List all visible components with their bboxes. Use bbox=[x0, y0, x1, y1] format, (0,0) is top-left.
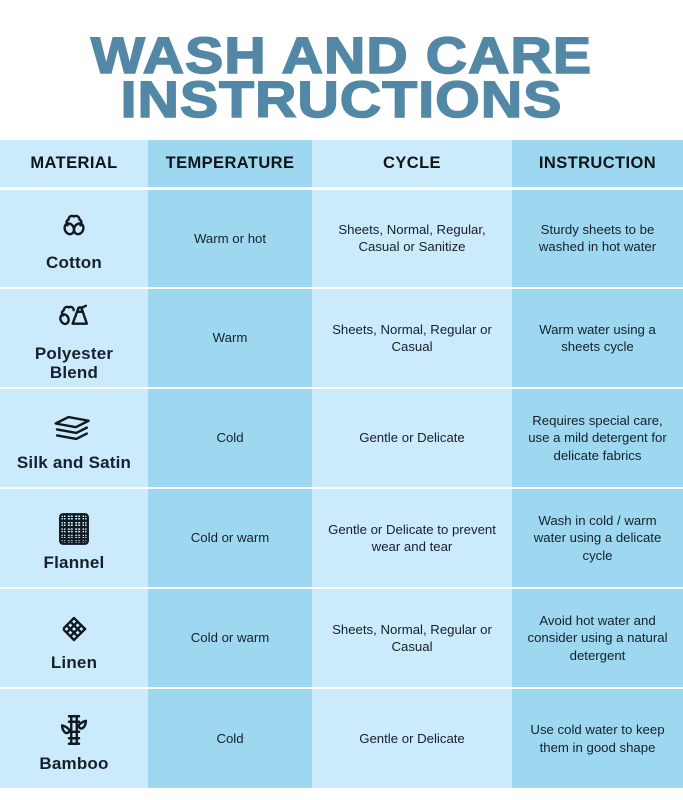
table-row: Silk and Satin Cold Gentle or Delicate R… bbox=[0, 387, 683, 488]
folded-fabric-stack-icon bbox=[54, 416, 90, 441]
cycle-cell: Gentle or Delicate to prevent wear and t… bbox=[312, 487, 512, 588]
material-name: Linen bbox=[50, 653, 98, 673]
material-cell-flannel: Flannel bbox=[0, 487, 148, 588]
bamboo-stalk-icon bbox=[60, 714, 88, 745]
instruction-cell: Avoid hot water and consider using a nat… bbox=[512, 587, 683, 688]
instruction-cell: Use cold water to keep them in good shap… bbox=[512, 687, 683, 788]
column-header-instruction: INSTRUCTION bbox=[512, 140, 683, 188]
column-header-temperature: TEMPERATURE bbox=[148, 140, 312, 188]
instruction-cell: Wash in cold / warm water using a delica… bbox=[512, 487, 683, 588]
cycle-cell: Gentle or Delicate bbox=[312, 387, 512, 488]
table-header: MATERIAL TEMPERATURE CYCLE INSTRUCTION bbox=[0, 140, 683, 188]
table-row: Polyester Blend Warm Sheets, Normal, Reg… bbox=[0, 287, 683, 388]
temperature-cell: Warm or hot bbox=[148, 186, 312, 288]
temperature-cell: Cold bbox=[148, 687, 312, 788]
material-name: Bamboo bbox=[39, 753, 109, 773]
page-title: WASH AND CARE INSTRUCTIONS bbox=[0, 0, 683, 128]
material-cell-cotton: Cotton bbox=[0, 186, 148, 288]
table-row: Cotton Warm or hot Sheets, Normal, Regul… bbox=[0, 186, 683, 288]
temperature-cell: Cold bbox=[148, 387, 312, 488]
cotton-boll-icon bbox=[63, 215, 85, 236]
title-line-2: INSTRUCTIONS bbox=[120, 70, 563, 128]
polyester-blend-icon bbox=[59, 304, 89, 325]
cycle-cell: Sheets, Normal, Regular, Casual or Sanit… bbox=[312, 186, 512, 288]
instruction-cell: Sturdy sheets to be washed in hot water bbox=[512, 186, 683, 288]
material-cell-polyester-blend: Polyester Blend bbox=[0, 287, 148, 388]
material-name: Flannel bbox=[43, 553, 105, 573]
header-row: MATERIAL TEMPERATURE CYCLE INSTRUCTION bbox=[0, 140, 683, 188]
material-cell-bamboo: Bamboo bbox=[0, 687, 148, 788]
material-name: Polyester Blend bbox=[34, 343, 114, 382]
title-line-1: WASH AND CARE bbox=[90, 27, 593, 84]
material-cell-linen: Linen bbox=[0, 587, 148, 688]
plaid-grid-icon bbox=[59, 513, 89, 546]
material-name: Silk and Satin bbox=[16, 453, 132, 473]
cycle-cell: Sheets, Normal, Regular or Casual bbox=[312, 587, 512, 688]
material-name: Cotton bbox=[46, 253, 102, 273]
table-row: Linen Cold or warm Sheets, Normal, Regul… bbox=[0, 587, 683, 688]
column-header-material: MATERIAL bbox=[0, 140, 148, 188]
material-cell-silk-and-satin: Silk and Satin bbox=[0, 387, 148, 488]
temperature-cell: Cold or warm bbox=[148, 487, 312, 588]
table-row: Flannel Cold or warm Gentle or Delicate … bbox=[0, 487, 683, 588]
cycle-cell: Sheets, Normal, Regular or Casual bbox=[312, 287, 512, 388]
wash-care-table: MATERIAL TEMPERATURE CYCLE INSTRUCTION C… bbox=[0, 140, 683, 788]
temperature-cell: Warm bbox=[148, 287, 312, 388]
column-header-cycle: CYCLE bbox=[312, 140, 512, 188]
table-body: Cotton Warm or hot Sheets, Normal, Regul… bbox=[0, 186, 683, 788]
instruction-cell: Requires special care, use a mild deterg… bbox=[512, 387, 683, 488]
temperature-cell: Cold or warm bbox=[148, 587, 312, 688]
table-row: Bamboo Cold Gentle or Delicate Use cold … bbox=[0, 687, 683, 788]
woven-weave-icon bbox=[62, 616, 87, 642]
instruction-cell: Warm water using a sheets cycle bbox=[512, 287, 683, 388]
cycle-cell: Gentle or Delicate bbox=[312, 687, 512, 788]
